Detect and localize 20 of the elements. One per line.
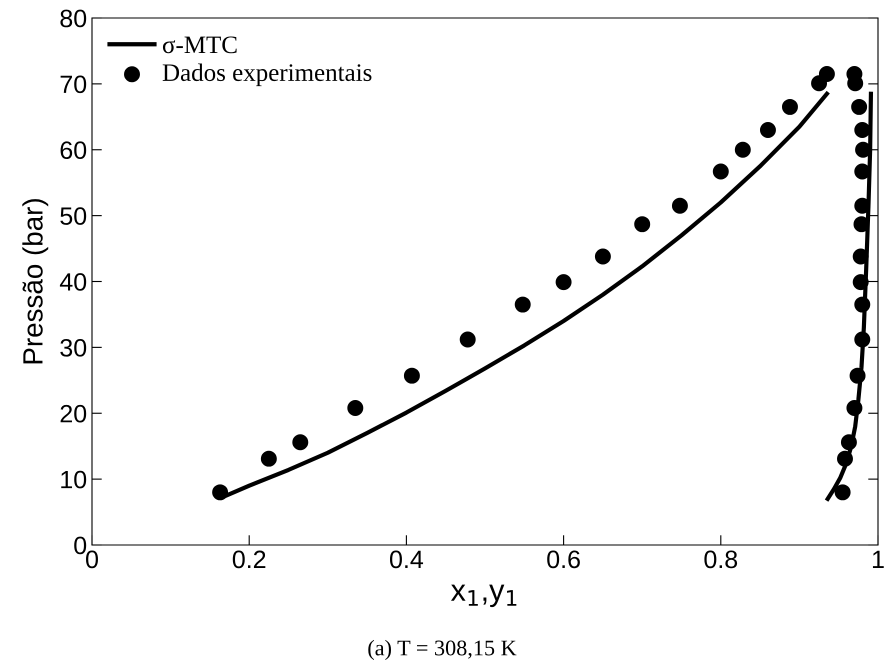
x-axis-title: x$_{1}$,y$_{1}$ bbox=[450, 584, 516, 608]
y-tick-label: 70 bbox=[60, 75, 86, 94]
text: (a) T = 308,15 K bbox=[368, 640, 516, 660]
y-tick-label: 20 bbox=[60, 404, 86, 423]
legend-label: Dados experimentais bbox=[162, 63, 372, 86]
y-tick-label: 10 bbox=[61, 470, 86, 488]
x-tick-label: 0.6 bbox=[547, 550, 580, 568]
x-tick-label: 1 bbox=[872, 550, 884, 568]
y-tick-label: 30 bbox=[60, 338, 86, 357]
x-tick-label: 0 bbox=[86, 550, 98, 568]
legend-label: σ-MTC bbox=[162, 36, 237, 54]
y-tick-label: 60 bbox=[60, 141, 86, 160]
y-tick-label: 40 bbox=[60, 273, 86, 291]
x-tick-label: 0.8 bbox=[704, 550, 738, 568]
y-tick-label: 0 bbox=[74, 536, 86, 554]
y-axis-title: Pressão (bar) bbox=[22, 199, 48, 364]
x-tick-label: 0.4 bbox=[390, 550, 424, 568]
y-tick-label: 80 bbox=[60, 10, 86, 28]
y-tick-label: 50 bbox=[60, 207, 86, 225]
x-tick-label: 0.2 bbox=[232, 550, 266, 568]
